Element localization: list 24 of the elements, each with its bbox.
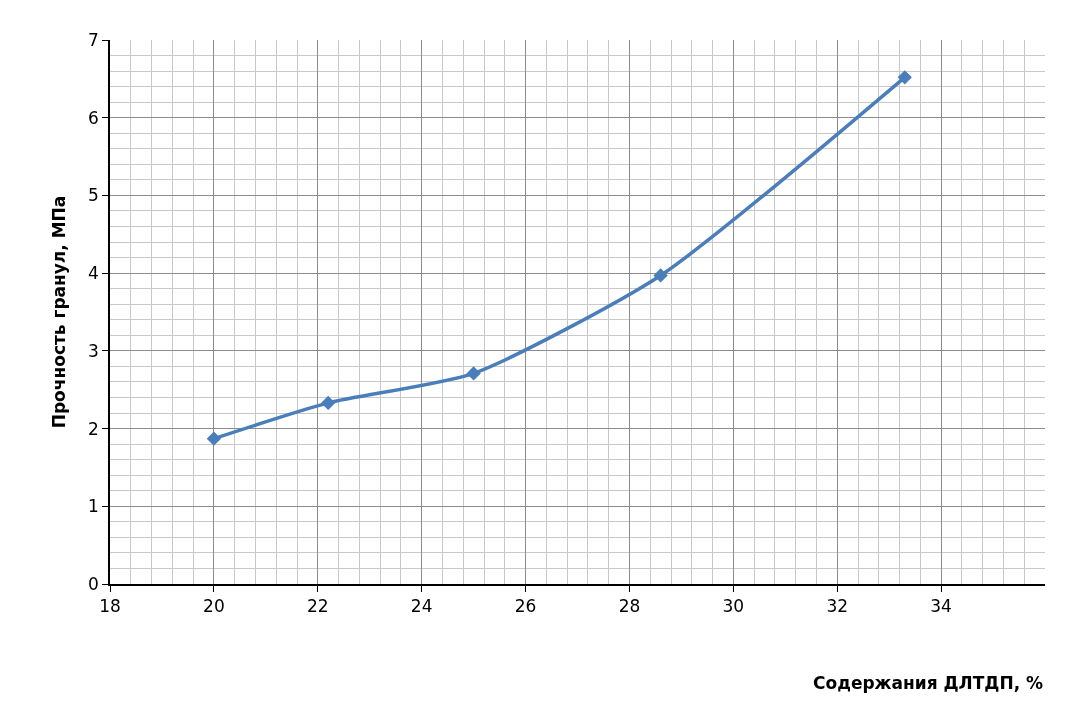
x-tick-label: 18	[99, 596, 121, 617]
x-axis-title: Содержания ДЛТДП, %	[813, 673, 1044, 693]
point	[653, 268, 668, 283]
y-tick-label: 1	[88, 496, 99, 517]
x-tick-label: 32	[826, 596, 849, 617]
point	[466, 366, 481, 381]
y-tick-label: 3	[88, 340, 99, 361]
y-tick-label: 2	[88, 418, 99, 439]
y-tick-label: 5	[88, 185, 99, 206]
y-axis-title: Прочность гранул, МПа	[49, 195, 70, 429]
x-tick-label: 24	[410, 596, 433, 617]
x-tick-label: 20	[203, 596, 225, 617]
x-tick-label: 28	[618, 596, 641, 617]
x-tick-label: 26	[514, 596, 537, 617]
x-tick-label: 30	[722, 596, 745, 617]
point	[206, 431, 222, 446]
x-tick-label: 34	[930, 596, 952, 617]
y-tick-label: 6	[88, 107, 99, 128]
y-tick-label: 7	[88, 29, 99, 50]
point	[321, 395, 336, 411]
point	[897, 70, 912, 85]
y-tick-label: 4	[88, 263, 99, 284]
y-tick-label: 0	[88, 573, 99, 594]
x-tick-label: 22	[306, 596, 329, 617]
